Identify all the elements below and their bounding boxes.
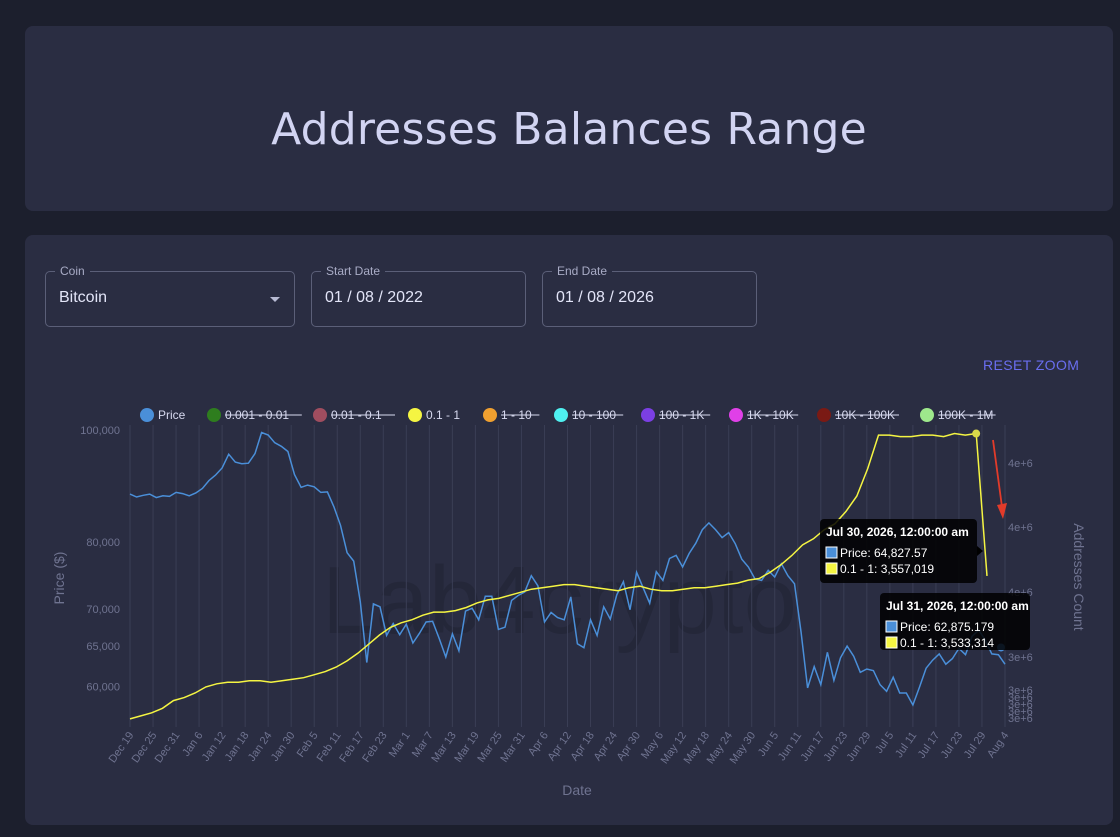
series[interactable]	[129, 429, 1007, 720]
tooltip-line: 0.1 - 1: 3,557,019	[840, 562, 934, 576]
tooltip: Jul 31, 2026, 12:00:00 am Price: 62,875.1…	[880, 593, 1030, 650]
legend-swatch	[140, 408, 154, 422]
chart[interactable]: Lab4crypto Price 0.001 - 0.01 0.01 - 0.1 0.…	[25, 235, 1113, 825]
x-tick: Jul 23	[939, 730, 966, 761]
x-tick: Jul 29	[962, 730, 989, 761]
x-tick: Apr 30	[615, 730, 643, 763]
y-left-axis: 60,000 65,000 70,000 80,000 100,000 Price ($)	[51, 425, 120, 693]
y-left-title: Price ($)	[51, 552, 67, 605]
tooltip-line: Price: 64,827.57	[840, 546, 928, 560]
yellow-hover-point	[972, 429, 981, 438]
legend-label[interactable]: Price	[158, 408, 186, 422]
tooltip-title: Jul 30, 2026, 12:00:00 am	[826, 525, 969, 539]
end-date-value[interactable]: 01 / 08 / 2026	[556, 289, 654, 306]
x-tick: Jul 5	[873, 730, 896, 756]
page-title: Addresses Balances Range	[271, 104, 867, 155]
legend-item[interactable]: 0.001 - 0.01	[207, 408, 302, 422]
y-right-axis: 4e+64e+64e+63e+63e+63e+63e+63e+63e+6Addr…	[1008, 458, 1087, 725]
tooltip-box	[880, 593, 1030, 650]
y-left-tick: 80,000	[86, 537, 120, 549]
x-tick: Jul 11	[893, 730, 919, 760]
watermark: Lab4crypto	[322, 547, 797, 654]
y-left-tick: 60,000	[86, 681, 120, 693]
tooltip-box	[820, 519, 977, 583]
legend-item[interactable]: 0.01 - 0.1	[313, 408, 395, 422]
series-0.1-1-line[interactable]	[129, 432, 988, 720]
watermark-text: Lab4crypto	[322, 547, 797, 654]
y-left-tick: 65,000	[86, 641, 120, 653]
price-line[interactable]	[129, 431, 1006, 707]
legend-swatch	[408, 408, 422, 422]
tooltip-swatch	[885, 620, 898, 633]
legend-item[interactable]: 10K - 100K	[817, 408, 899, 422]
y-right-tick: 3e+6	[1008, 685, 1033, 697]
legend-swatch	[729, 408, 743, 422]
x-tick: Aug 4	[985, 730, 1011, 760]
x-tick: Jun 29	[845, 730, 874, 764]
y-right-tick: 4e+6	[1008, 522, 1033, 534]
start-date-field[interactable]: Start Date 01 / 08 / 2022	[311, 264, 526, 327]
end-date-label: End Date	[552, 264, 613, 278]
tooltip-swatch	[825, 546, 838, 559]
x-axis-title: Date	[562, 782, 592, 798]
legend-item[interactable]: 10 - 100	[554, 408, 624, 422]
tooltip-line: Price: 62,875.179	[900, 620, 994, 634]
legend-swatch	[641, 408, 655, 422]
title-card: Addresses Balances Range	[25, 26, 1113, 211]
y-right-tick: 3e+6	[1008, 692, 1033, 704]
legend-item[interactable]: 100 - 1K	[641, 408, 711, 422]
legend-swatch	[554, 408, 568, 422]
chart-card: Coin Bitcoin Start Date 01 / 08 / 2022 E…	[25, 235, 1113, 825]
x-tick: Mar 1	[387, 730, 413, 760]
legend-swatch	[313, 408, 327, 422]
legend-item[interactable]: 1K - 10K	[729, 408, 799, 422]
grid	[129, 425, 1006, 727]
coin-select[interactable]: Coin Bitcoin	[45, 264, 295, 327]
tooltip-title: Jul 31, 2026, 12:00:00 am	[886, 599, 1029, 613]
reset-zoom-button[interactable]: RESET ZOOM	[983, 357, 1080, 373]
y-right-tick: 3e+6	[1008, 652, 1033, 664]
legend-swatch	[207, 408, 221, 422]
y-right-tick: 3e+6	[1008, 713, 1033, 725]
y-right-tick: 4e+6	[1008, 458, 1033, 470]
tooltip-line: 0.1 - 1: 3,533,314	[900, 636, 994, 650]
annotation-arrow	[992, 439, 1003, 508]
start-date-value[interactable]: 01 / 08 / 2022	[325, 289, 423, 306]
legend-item[interactable]: 0.1 - 1	[408, 408, 460, 422]
x-tick: Jan 30	[269, 730, 298, 764]
legend-item[interactable]: 100K - 1M	[920, 408, 996, 422]
end-date-field[interactable]: End Date 01 / 08 / 2026	[542, 264, 757, 327]
legend-swatch	[920, 408, 934, 422]
y-left-tick: 70,000	[86, 604, 120, 616]
tooltip-swatch	[885, 636, 898, 649]
annotation-arrowhead	[997, 503, 1007, 519]
tooltip: Jul 30, 2026, 12:00:00 am Price: 64,827.5…	[820, 519, 983, 583]
y-left-tick: 100,000	[80, 425, 120, 437]
legend[interactable]: Price 0.001 - 0.01 0.01 - 0.1 0.1 - 1 1 - 10…	[140, 408, 996, 422]
legend-item[interactable]: 1 - 10	[483, 408, 540, 422]
tooltip-caret	[977, 546, 983, 556]
legend-swatch	[817, 408, 831, 422]
chevron-down-icon[interactable]	[270, 297, 280, 302]
y-right-tick: 3e+6	[1008, 699, 1033, 711]
coin-label: Coin	[55, 264, 90, 278]
coin-value: Bitcoin	[59, 289, 108, 306]
tooltips: Jul 30, 2026, 12:00:00 am Price: 64,827.5…	[820, 519, 1030, 650]
x-tick: Mar 31	[498, 730, 527, 765]
tooltip-swatch	[825, 562, 838, 575]
x-tick: Jul 17	[916, 730, 943, 761]
x-tick: Feb 23	[360, 730, 389, 765]
y-right-tick: 3e+6	[1008, 706, 1033, 718]
start-date-label: Start Date	[321, 264, 386, 278]
legend-label[interactable]: 0.1 - 1	[426, 408, 460, 422]
legend-item[interactable]: Price	[140, 408, 186, 422]
y-right-title: Addresses Count	[1071, 523, 1087, 631]
legend-swatch	[483, 408, 497, 422]
